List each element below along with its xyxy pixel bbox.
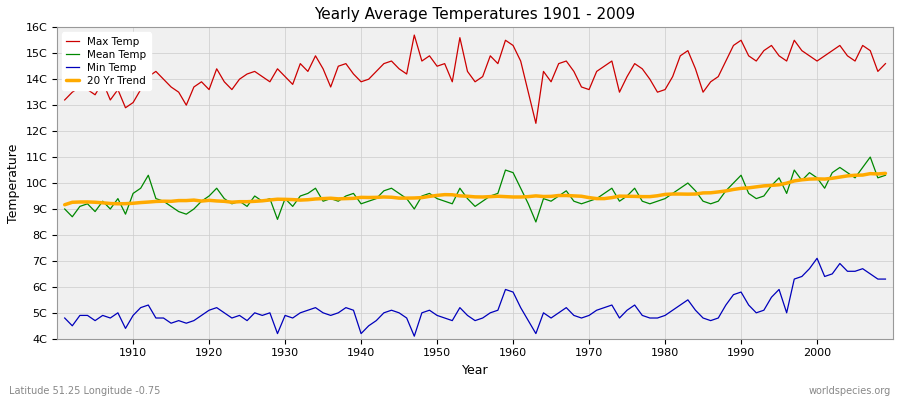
20 Yr Trend [880,171,891,176]
Max Temp [516,59,526,64]
Max Temp [333,64,344,69]
Mean Temp [508,170,518,175]
20 Yr Trend [120,201,130,206]
Min Temp [409,334,419,338]
Mean Temp [120,212,130,216]
Min Temp [812,256,823,261]
Max Temp [120,105,130,110]
Mean Temp [607,186,617,191]
20 Yr Trend [59,202,70,207]
Min Temp [333,310,344,315]
20 Yr Trend [500,194,511,199]
20 Yr Trend [598,196,609,201]
Line: Min Temp: Min Temp [65,258,886,336]
Max Temp [409,33,419,38]
Max Temp [614,90,625,94]
Max Temp [880,61,891,66]
Max Temp [530,121,541,126]
Min Temp [607,303,617,308]
Mean Temp [880,173,891,178]
Line: Max Temp: Max Temp [65,35,886,123]
X-axis label: Year: Year [462,364,489,377]
20 Yr Trend [287,197,298,202]
Min Temp [287,316,298,320]
Mean Temp [287,204,298,209]
Mean Temp [500,168,511,172]
20 Yr Trend [333,196,344,201]
Min Temp [59,316,70,320]
Mean Temp [530,220,541,224]
Text: Latitude 51.25 Longitude -0.75: Latitude 51.25 Longitude -0.75 [9,386,160,396]
Max Temp [287,82,298,87]
Text: worldspecies.org: worldspecies.org [809,386,891,396]
Mean Temp [333,199,344,204]
20 Yr Trend [508,194,518,199]
Max Temp [59,98,70,102]
Y-axis label: Temperature: Temperature [7,143,20,223]
Min Temp [508,290,518,294]
Legend: Max Temp, Mean Temp, Min Temp, 20 Yr Trend: Max Temp, Mean Temp, Min Temp, 20 Yr Tre… [62,32,150,90]
Mean Temp [865,155,876,160]
Min Temp [120,326,130,331]
Line: Mean Temp: Mean Temp [65,157,886,222]
Max Temp [508,43,518,48]
Min Temp [516,305,526,310]
Title: Yearly Average Temperatures 1901 - 2009: Yearly Average Temperatures 1901 - 2009 [314,7,635,22]
Line: 20 Yr Trend: 20 Yr Trend [65,173,886,205]
Mean Temp [59,206,70,211]
Min Temp [880,277,891,282]
